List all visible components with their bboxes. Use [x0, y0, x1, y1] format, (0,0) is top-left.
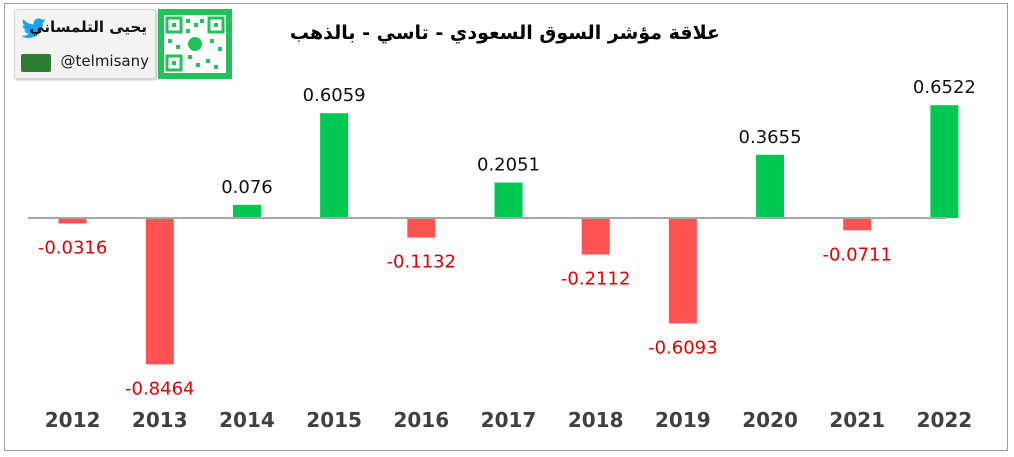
year-label-2015: 2015 — [306, 408, 362, 432]
value-label-2016: -0.1132 — [387, 252, 456, 273]
year-label-2020: 2020 — [742, 408, 798, 432]
value-label-2021: -0.0711 — [822, 244, 891, 265]
qr-pattern — [164, 15, 226, 73]
year-label-2017: 2017 — [481, 408, 537, 432]
year-label-2021: 2021 — [829, 408, 885, 432]
value-label-2022: 0.6522 — [913, 77, 976, 98]
year-label-2012: 2012 — [45, 408, 101, 432]
bar-2017 — [494, 182, 523, 218]
bar-2012 — [58, 218, 87, 224]
twitter-bird-icon — [21, 18, 46, 38]
value-label-2013: -0.8464 — [125, 378, 194, 399]
bar-2015 — [320, 113, 349, 218]
value-label-2017: 0.2051 — [477, 155, 540, 176]
bar-2016 — [407, 218, 436, 238]
value-label-2020: 0.3655 — [739, 127, 802, 148]
bar-2021 — [843, 218, 872, 231]
year-label-2014: 2014 — [219, 408, 275, 432]
bar-2022 — [930, 105, 959, 218]
year-label-2022: 2022 — [917, 408, 973, 432]
qr-code-icon — [158, 9, 232, 79]
value-label-2015: 0.6059 — [303, 85, 366, 106]
bar-2019 — [668, 218, 697, 324]
bar-2013 — [145, 218, 174, 365]
saudi-flag-icon — [21, 54, 51, 72]
year-label-2018: 2018 — [568, 408, 624, 432]
value-label-2012: -0.0316 — [38, 237, 107, 258]
author-logo: يحيى التلمساني @telmisany — [14, 9, 156, 79]
logo-handle: @telmisany — [60, 52, 149, 70]
bar-2018 — [581, 218, 610, 255]
bar-2014 — [232, 204, 261, 218]
year-label-2013: 2013 — [132, 408, 188, 432]
logo-name: يحيى التلمساني — [29, 18, 147, 36]
value-label-2018: -0.2112 — [561, 269, 630, 290]
bar-2020 — [756, 154, 785, 218]
value-label-2019: -0.6093 — [648, 337, 717, 358]
qr-pattern-icon — [165, 16, 225, 72]
value-label-2014: 0.076 — [221, 177, 273, 198]
chart-title: علاقة مؤشر السوق السعودي - تاسي - بالذهب — [289, 22, 720, 44]
year-label-2019: 2019 — [655, 408, 711, 432]
year-label-2016: 2016 — [393, 408, 449, 432]
